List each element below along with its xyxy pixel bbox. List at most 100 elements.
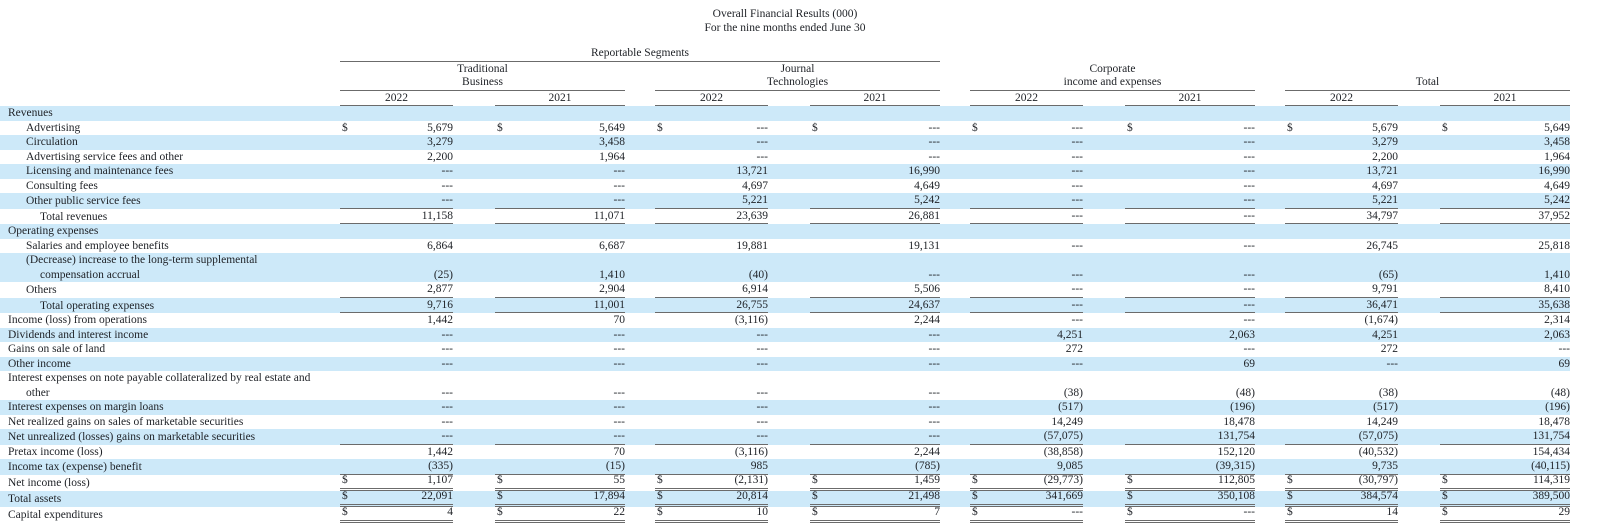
row-label-text: Gains on sale of land <box>8 343 106 355</box>
value-cell: 6,687 <box>495 239 625 254</box>
cell-value: 6,864 <box>427 239 453 252</box>
dollar-sign <box>340 328 342 343</box>
dollar-sign: $ <box>657 506 663 518</box>
value-cell: 3,458 <box>1440 135 1570 150</box>
dollar-sign <box>1440 429 1442 444</box>
value-cell: $341,669 <box>970 489 1083 507</box>
row-label-text: Circulation <box>26 136 78 148</box>
dollar-sign <box>1440 209 1442 224</box>
cell-value: --- <box>441 165 454 177</box>
row-label-text: compensation accrual <box>40 268 140 281</box>
row-label-text: Total revenues <box>40 210 108 223</box>
cell-value: 4 <box>447 506 453 518</box>
cell-value: 37,952 <box>1538 209 1570 222</box>
value-cell: 2,244 <box>810 445 940 460</box>
cell-value: 22,091 <box>421 490 453 502</box>
table-row: Revenues <box>0 106 1570 121</box>
cell-value: 7 <box>934 506 940 518</box>
row-label: Other public service fees <box>0 194 340 209</box>
value-cell: 2,877 <box>340 282 453 298</box>
value-cell: 18,478 <box>1125 415 1255 430</box>
dollar-sign: $ <box>1127 490 1133 502</box>
value-cell: --- <box>970 150 1084 165</box>
dollar-sign <box>970 164 972 179</box>
dollar-sign <box>1440 135 1442 150</box>
value-cell: --- <box>810 386 941 401</box>
value-cell: --- <box>970 268 1084 283</box>
row-label-text: Total assets <box>8 493 62 505</box>
row-label-text: Others <box>26 284 57 296</box>
dollar-sign <box>655 386 657 401</box>
value-cell: --- <box>1125 268 1256 283</box>
value-cell: 154,434 <box>1440 445 1570 460</box>
cell-value: (38) <box>1378 386 1398 399</box>
dollar-sign <box>495 386 497 401</box>
value-cell: --- <box>810 357 941 372</box>
dollar-sign <box>1125 357 1127 372</box>
dollar-sign: $ <box>1442 121 1448 134</box>
dollar-sign <box>1440 328 1442 343</box>
value-cell: 35,638 <box>1440 298 1570 313</box>
value-cell: 5,242 <box>810 193 940 209</box>
dollar-sign <box>970 445 972 460</box>
dollar-sign: $ <box>1127 121 1133 134</box>
row-label: Circulation <box>0 135 340 150</box>
cell-value: 2,904 <box>599 283 625 295</box>
dollar-sign <box>1125 193 1127 208</box>
table-row: Pretax income (loss) 1,442 70 (3,116) 2,244 (… <box>0 445 1570 460</box>
dollar-sign <box>1125 135 1127 150</box>
value-cell: 2,063 <box>1125 328 1255 343</box>
dollar-sign <box>810 415 812 430</box>
cell-value: --- <box>1243 239 1256 252</box>
value-cell: --- <box>1125 342 1256 357</box>
cell-value: 350,108 <box>1217 490 1255 502</box>
dollar-sign <box>495 342 497 357</box>
cell-value: 26,745 <box>1366 239 1398 252</box>
cell-value: --- <box>1071 506 1084 518</box>
dollar-sign <box>1285 135 1287 150</box>
table-row: Net unrealized (losses) gains on marketa… <box>0 429 1570 445</box>
dollar-sign <box>655 135 657 150</box>
cell-value: (3,116) <box>734 445 768 458</box>
dollar-sign: $ <box>497 121 503 134</box>
dollar-sign <box>340 415 342 430</box>
dollar-sign <box>1125 164 1127 179</box>
dollar-sign <box>1285 415 1287 430</box>
cell-value: (196) <box>1545 401 1570 413</box>
cell-value: 70 <box>613 445 626 458</box>
cell-value: 384,574 <box>1360 490 1398 502</box>
row-label-text: Consulting fees <box>26 179 98 192</box>
dollar-sign: $ <box>1287 474 1293 486</box>
year-column-header: 2022 <box>655 92 768 106</box>
cell-value: --- <box>1558 343 1571 355</box>
cell-value: 2,200 <box>1372 150 1398 163</box>
cell-value: --- <box>928 401 941 413</box>
cell-value: --- <box>1243 268 1256 281</box>
value-cell: (40) <box>655 268 768 283</box>
cell-value: 4,251 <box>1372 328 1398 341</box>
dollar-sign <box>340 357 342 372</box>
dollar-sign: $ <box>1442 490 1448 502</box>
table-row: Total operating expenses 9,716 11,001 26,75… <box>0 297 1570 313</box>
cell-value: 20,814 <box>736 490 768 502</box>
cell-value: 5,506 <box>914 283 940 295</box>
cell-value: --- <box>1243 121 1256 134</box>
dollar-sign: $ <box>342 474 348 486</box>
value-cell: 2,904 <box>495 282 625 298</box>
row-label-text: Operating expenses <box>8 225 99 237</box>
cell-value: --- <box>1071 150 1084 163</box>
dollar-sign <box>1125 445 1127 460</box>
value-cell: $112,805 <box>1125 473 1255 491</box>
value-cell: 4,697 <box>655 179 768 194</box>
cell-value: 4,649 <box>914 179 940 192</box>
dollar-sign <box>495 239 497 254</box>
dollar-sign <box>1285 282 1287 297</box>
value-cell: 11,158 <box>340 209 453 224</box>
cell-value: 26,755 <box>736 298 768 311</box>
value-cell: --- <box>810 342 941 357</box>
row-label: Net unrealized (losses) gains on marketa… <box>0 430 340 445</box>
dollar-sign: $ <box>972 121 978 134</box>
row-label-text: Interest expenses on note payable collat… <box>8 372 311 384</box>
row-label-text: Advertising <box>26 121 81 134</box>
value-cell: 1,442 <box>340 313 453 328</box>
